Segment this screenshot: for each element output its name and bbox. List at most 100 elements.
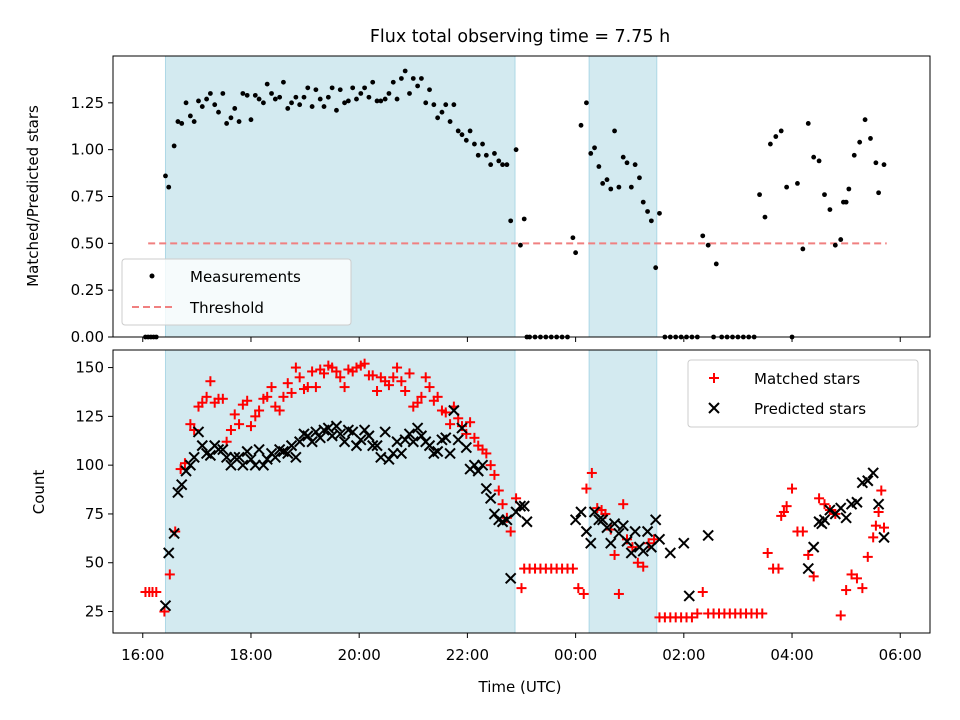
predicted-star-marker [621, 535, 633, 547]
matched-star-marker [627, 542, 638, 553]
predicted-star-marker [824, 504, 836, 516]
top-panel: 0.00 0.25 0.50 0.75 1.00 1.25 Matched/Predict… [24, 55, 931, 346]
matched-star-marker [242, 395, 253, 406]
measurement-point [596, 164, 602, 169]
bottom-x-ticks: 16:00 18:00 20:00 22:00 00:00 02:00 04:00 06:00 [121, 633, 922, 664]
measurement-point [608, 186, 614, 192]
measurement-point [410, 76, 416, 81]
measurement-point [762, 214, 768, 220]
matched-star-marker [412, 397, 423, 408]
predicted-star-marker [625, 547, 638, 559]
measurement-point [179, 121, 185, 126]
matched-star-marker [286, 387, 297, 398]
matched-star-marker [282, 378, 293, 389]
legend-predicted-marker [708, 402, 720, 414]
predicted-star-marker [249, 459, 262, 471]
predicted-star-marker [391, 436, 403, 448]
measurement-point [419, 76, 424, 81]
measurement-point [325, 94, 331, 100]
measurement-point [657, 210, 662, 216]
measurement-point [277, 94, 283, 100]
predicted-star-marker [484, 492, 497, 505]
top-y-tick-label: 0.00 [71, 328, 104, 346]
x-tick-label: 04:00 [770, 646, 813, 664]
measurement-point [248, 117, 254, 123]
measurement-point [876, 190, 881, 196]
predicted-star-marker [476, 459, 489, 471]
measurement-point [455, 128, 461, 134]
matched-star-marker [485, 460, 496, 471]
matched-star-marker [835, 610, 846, 621]
predicted-star-marker [196, 439, 208, 452]
measurement-point [329, 85, 335, 91]
measurement-point [212, 102, 218, 108]
measurement-point [645, 209, 650, 214]
measurement-point [624, 160, 630, 166]
bottom-matched-stars [140, 358, 890, 623]
predicted-star-marker [601, 521, 613, 534]
matched-star-marker [294, 372, 305, 383]
matched-star-marker [505, 526, 516, 537]
predicted-star-marker [387, 447, 399, 460]
legend-threshold-label: Threshold [189, 299, 264, 317]
top-legend: Measurements Threshold [121, 258, 352, 326]
predicted-star-marker [330, 420, 343, 432]
bottom-y-tick-label: 125 [75, 407, 104, 425]
measurement-point [261, 100, 266, 106]
legend-measurements-marker [149, 273, 155, 279]
predicted-star-marker [403, 428, 416, 440]
predicted-star-marker [334, 428, 346, 440]
measurement-point [382, 96, 388, 102]
measurement-point [504, 162, 510, 168]
matched-star-marker [638, 561, 649, 572]
matched-star-marker [870, 520, 881, 531]
predicted-star-marker [702, 529, 714, 542]
matched-star-marker [274, 405, 285, 416]
predicted-star-marker [253, 443, 265, 456]
matched-star-marker [234, 419, 245, 430]
matched-star-marker [773, 563, 784, 574]
measurement-point [873, 160, 879, 166]
measurement-point [757, 192, 762, 198]
matched-star-marker [404, 368, 415, 379]
bottom-y-axis-label: Count [30, 470, 48, 515]
matched-star-marker [846, 569, 857, 580]
measurement-point [166, 184, 172, 190]
matched-star-marker [388, 372, 399, 383]
measurement-point [431, 102, 437, 108]
measurement-point [297, 102, 303, 108]
matched-star-marker [873, 506, 884, 517]
predicted-star-marker [840, 512, 852, 524]
matched-star-marker [197, 397, 208, 408]
top-y-tick-label: 0.50 [71, 234, 104, 252]
measurement-point [354, 96, 359, 102]
matched-star-marker [217, 393, 228, 404]
predicted-star-marker [851, 496, 863, 508]
predicted-star-marker [605, 537, 617, 549]
measurement-point [492, 151, 497, 156]
measurement-point [342, 100, 347, 106]
measurement-point [281, 79, 286, 85]
predicted-star-marker [617, 519, 629, 532]
measurement-point [402, 68, 408, 74]
matched-star-marker [649, 534, 660, 545]
measurement-point [407, 91, 412, 96]
measurement-point [269, 91, 274, 96]
predicted-star-marker [192, 426, 205, 438]
measurement-point [232, 106, 238, 111]
measurement-point [301, 94, 307, 100]
matched-star-marker [469, 432, 480, 443]
measurement-point [811, 154, 817, 160]
measurement-point [317, 96, 323, 102]
matched-star-marker [383, 380, 394, 391]
measurement-point [423, 100, 429, 106]
measurement-point [600, 180, 606, 186]
measurement-point [518, 242, 523, 248]
predicted-star-marker [379, 426, 391, 438]
matched-star-marker [245, 421, 256, 432]
predicted-star-marker [456, 422, 468, 434]
bottom-panel: 25 50 75 100 125 150 16:00 18:00 20:00 22:00 00:0… [30, 349, 931, 696]
measurement-point [191, 119, 197, 124]
measurement-point [496, 158, 502, 164]
measurement-point [199, 104, 205, 109]
